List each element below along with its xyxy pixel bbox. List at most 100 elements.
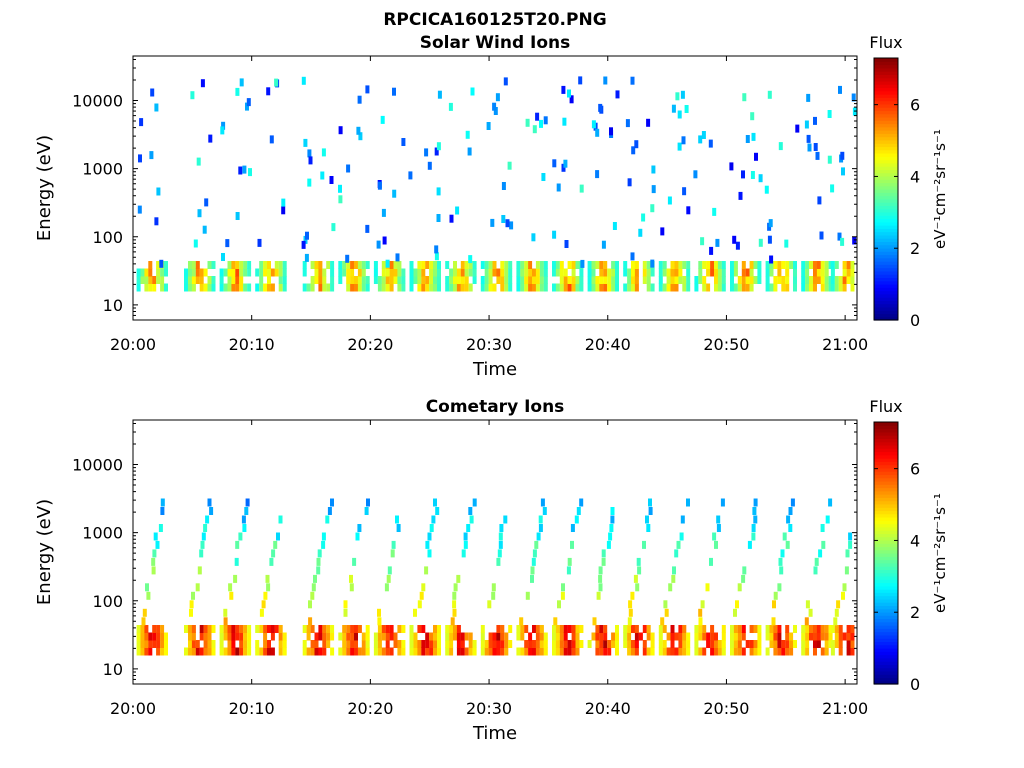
flux-cell	[307, 178, 312, 187]
flux-cell	[314, 632, 319, 641]
flux-cell	[813, 640, 817, 648]
flux-cell	[813, 276, 817, 284]
flux-cell	[660, 617, 665, 626]
flux-cell	[751, 524, 756, 532]
flux-cell	[235, 647, 240, 656]
flux-cell	[520, 647, 525, 656]
flux-cell	[436, 142, 441, 151]
flux-cell	[531, 557, 536, 566]
flux-cell	[343, 608, 348, 617]
flux-cell	[769, 625, 774, 633]
flux-cell	[538, 524, 543, 532]
flux-cell	[541, 173, 546, 181]
flux-cell	[706, 632, 711, 641]
flux-cell	[820, 632, 825, 641]
colorbar-segment	[874, 539, 898, 544]
flux-cell	[765, 268, 770, 277]
flux-cell	[202, 225, 207, 234]
flux-cell	[390, 549, 395, 558]
flux-cell	[207, 498, 212, 507]
flux-cell	[596, 591, 601, 600]
flux-cell	[781, 276, 786, 284]
colorbar-segment	[874, 244, 898, 249]
flux-cell	[524, 625, 529, 633]
flux-cell	[302, 261, 307, 269]
flux-cell	[504, 268, 509, 277]
flux-cell	[243, 647, 248, 656]
flux-cell	[627, 625, 632, 633]
flux-cell	[733, 268, 738, 277]
panel-title: Cometary Ions	[426, 397, 565, 417]
flux-cell	[425, 647, 430, 656]
flux-cell	[737, 647, 742, 656]
flux-cell	[599, 276, 604, 284]
flux-cell	[318, 647, 323, 656]
flux-cell	[433, 632, 437, 641]
flux-cell	[845, 549, 850, 558]
flux-cell	[735, 241, 740, 250]
flux-cell	[203, 632, 208, 641]
flux-cell	[302, 625, 307, 633]
flux-cell	[532, 276, 536, 284]
flux-cell	[773, 640, 778, 648]
flux-cell	[452, 591, 457, 600]
flux-cell	[158, 524, 163, 532]
flux-cell	[433, 640, 437, 648]
flux-cell	[516, 625, 521, 633]
flux-cell	[338, 126, 343, 135]
flux-cell	[499, 524, 504, 532]
flux-cell	[801, 261, 806, 269]
flux-cell	[730, 268, 734, 277]
flux-cell	[434, 245, 439, 254]
flux-cell	[377, 276, 382, 284]
flux-cell	[730, 640, 734, 648]
flux-cell	[528, 276, 533, 284]
flux-cell	[160, 276, 165, 284]
flux-cell	[737, 640, 742, 648]
flux-cell	[361, 268, 366, 277]
flux-cell	[221, 253, 225, 261]
flux-cell	[468, 255, 473, 264]
flux-cell	[219, 625, 224, 633]
colorbar-segment	[874, 634, 898, 639]
flux-cell	[575, 647, 580, 656]
flux-cell	[767, 90, 772, 99]
flux-cell	[282, 632, 287, 641]
colorbar-segment	[874, 90, 898, 95]
flux-cell	[151, 566, 156, 575]
flux-cell	[144, 283, 149, 292]
flux-cell	[385, 625, 390, 633]
flux-cell	[816, 625, 821, 633]
flux-cell	[678, 276, 683, 284]
colorbar-segment	[874, 202, 898, 206]
colorbar-segment	[874, 477, 898, 482]
flux-cell	[417, 261, 422, 269]
flux-cell	[381, 632, 386, 641]
colorbar-segment	[874, 513, 898, 518]
colorbar-segment	[874, 595, 898, 600]
flux-cell	[824, 647, 829, 656]
flux-cell	[148, 276, 153, 284]
flux-cell	[205, 515, 210, 524]
flux-cell	[753, 276, 758, 284]
colorbar-segment	[874, 526, 898, 531]
flux-cell	[308, 617, 313, 626]
flux-cell	[571, 268, 576, 277]
flux-cell	[539, 261, 544, 269]
flux-cell	[199, 625, 204, 633]
flux-cell	[777, 261, 782, 269]
flux-cell	[677, 110, 682, 119]
flux-cell	[257, 238, 262, 247]
flux-cell	[801, 276, 806, 284]
flux-cell	[562, 117, 567, 126]
flux-cell	[642, 268, 647, 277]
flux-cell	[773, 276, 778, 284]
flux-cell	[496, 647, 501, 656]
flux-cell	[235, 87, 240, 96]
flux-cell	[357, 95, 362, 104]
flux-cell	[532, 283, 536, 292]
flux-cell	[263, 591, 268, 600]
flux-cell	[354, 261, 358, 269]
flux-cell	[603, 640, 608, 648]
flux-cell	[469, 515, 474, 524]
